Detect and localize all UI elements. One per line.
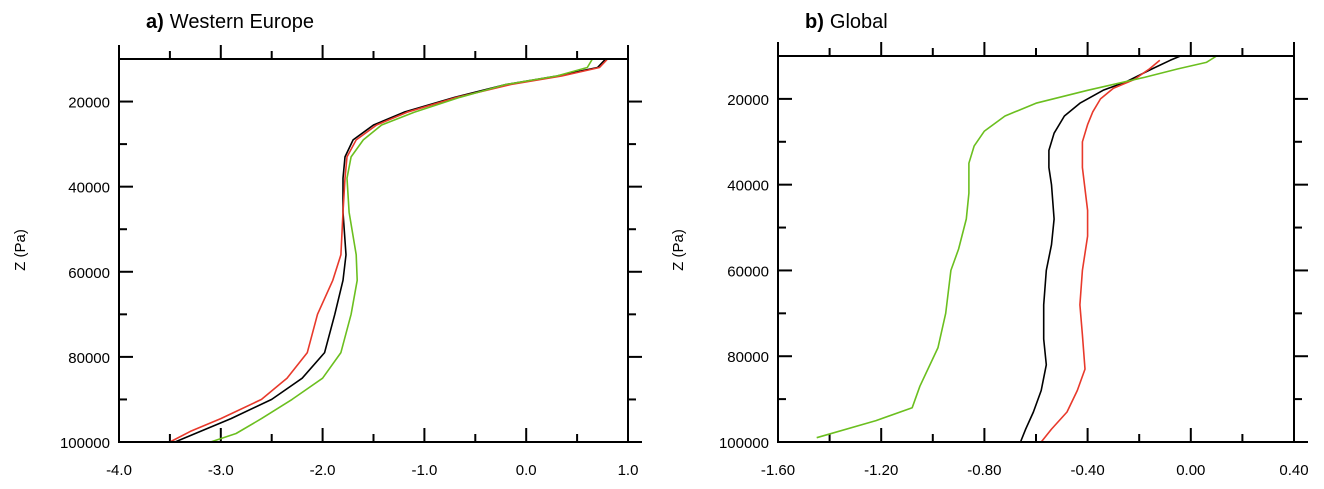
panel-a-ytick-label-0: 20000	[68, 95, 110, 112]
panel-a-xtick-labels: -4.0 -3.0 -2.0 -1.0 0.0 1.0	[106, 462, 638, 479]
panel-b-xtick-label-4: 0.00	[1176, 462, 1205, 479]
panel-b-title-text: Global	[830, 11, 888, 33]
panel-b-ytick-label-4: 100000	[719, 435, 769, 452]
panel-b-xtick-label-5: 0.40	[1279, 462, 1308, 479]
panel-b-ytick-labels: 20000 40000 60000 80000 100000	[719, 92, 769, 452]
panel-a-lines	[169, 58, 609, 443]
panel-a-xtick-label-1: -3.0	[208, 462, 234, 479]
panel-a-letter: a)	[146, 11, 164, 33]
panel-b-ylabel: Z (Pa)	[670, 229, 687, 271]
panel-b-xtick-label-1: -1.20	[864, 462, 898, 479]
panel-a-series-line-2	[210, 58, 594, 443]
panel-b-ytick-label-1: 40000	[727, 178, 769, 195]
panel-global: b) Global Z (Pa) -1.60 -1.20 -0.80 -0.40 0.00…	[670, 11, 1309, 479]
panel-a-series-line-1	[169, 58, 609, 443]
panel-b-ytick-label-3: 80000	[727, 349, 769, 366]
panel-b-letter: b)	[805, 11, 824, 33]
panel-b-lines	[816, 55, 1218, 443]
panel-b-xtick-label-0: -1.60	[761, 462, 795, 479]
panel-b-xtick-labels: -1.60 -1.20 -0.80 -0.40 0.00 0.40	[761, 462, 1309, 479]
panel-a-series-line-0	[174, 58, 607, 443]
panel-a-title-text: Western Europe	[170, 11, 314, 33]
panel-a-frame	[118, 58, 629, 443]
panel-a-xtick-label-3: -1.0	[411, 462, 437, 479]
panel-b-series-line-1	[1040, 59, 1161, 443]
panel-a-ylabel: Z (Pa)	[12, 229, 29, 271]
panel-b-xtick-label-3: -0.40	[1070, 462, 1104, 479]
panel-a-ytick-labels: 20000 40000 60000 80000 100000	[60, 95, 110, 452]
panel-a-ytick-label-2: 60000	[68, 265, 110, 282]
panel-western-europe: a) Western Europe Z (Pa) -4.0 -3.0 -2.0 -1.0…	[12, 11, 642, 479]
panel-a-ytick-label-4: 100000	[60, 435, 110, 452]
panel-b-title: b) Global	[805, 11, 888, 33]
panel-a-xtick-label-2: -2.0	[310, 462, 336, 479]
panel-b-series-line-2	[816, 55, 1218, 439]
panel-b-ytick-label-2: 60000	[727, 263, 769, 280]
panel-b-xtick-label-2: -0.80	[967, 462, 1001, 479]
panel-a-title: a) Western Europe	[146, 11, 314, 33]
panel-b-ytick-label-0: 20000	[727, 92, 769, 109]
panel-b-series-line-0	[1019, 55, 1181, 443]
panel-a-ticks	[118, 45, 642, 443]
panel-a-xtick-label-4: 0.0	[516, 462, 537, 479]
panel-a-ytick-label-3: 80000	[68, 350, 110, 367]
panel-a-ytick-label-1: 40000	[68, 180, 110, 197]
panel-a-xtick-label-5: 1.0	[618, 462, 639, 479]
panel-a-xtick-label-0: -4.0	[106, 462, 132, 479]
panel-b-frame	[777, 55, 1295, 443]
